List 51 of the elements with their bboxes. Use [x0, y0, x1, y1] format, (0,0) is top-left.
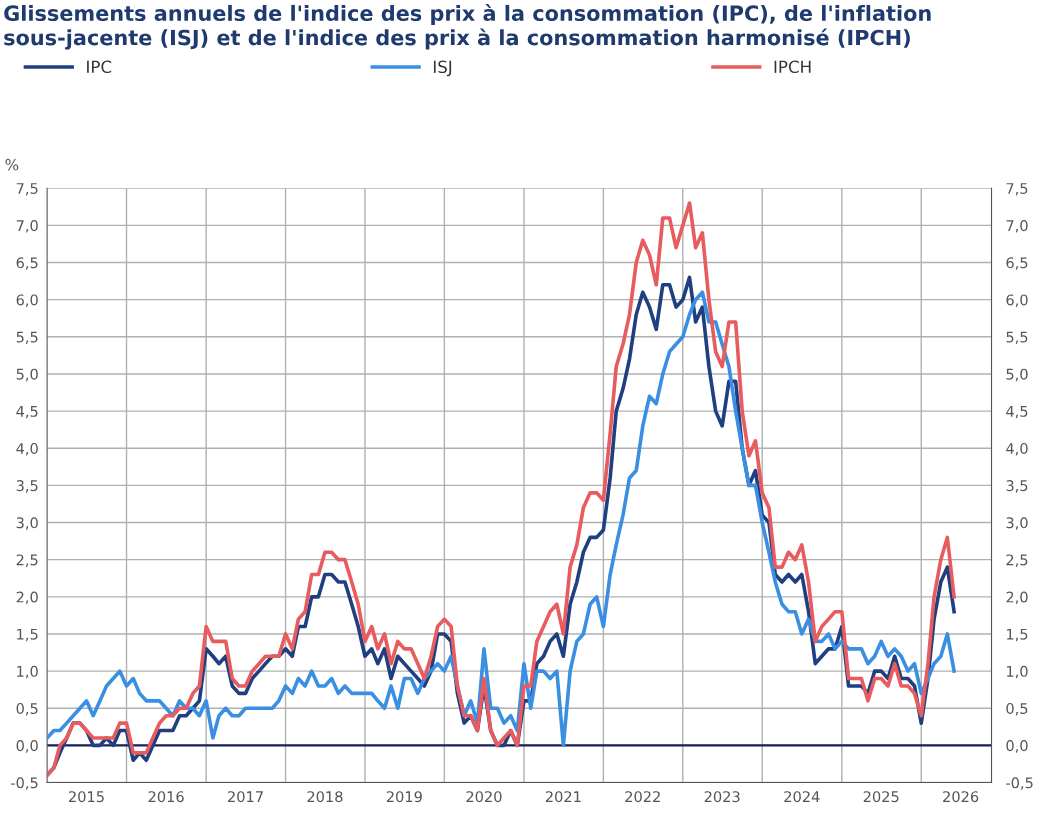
- x-tick-label: 2020: [466, 791, 502, 803]
- y-tick-label: 7,5: [16, 183, 38, 196]
- x-tick-label: 2015: [69, 791, 104, 803]
- y2-tick-label: 6,5: [1006, 257, 1028, 270]
- x-tick-label: 2023: [704, 791, 740, 803]
- x-tick-label: 2018: [307, 791, 343, 803]
- y2-tick-label: 4,5: [1006, 406, 1028, 419]
- y-tick-label: -0,5: [11, 777, 38, 790]
- y2-tick-label: 3,0: [1006, 517, 1028, 530]
- y2-tick-label: 0,0: [1006, 740, 1028, 753]
- y2-tick-label: 2,0: [1006, 591, 1028, 605]
- y-tick-label: 6,0: [16, 294, 38, 307]
- y-tick-label: 1,0: [17, 665, 38, 679]
- y-tick-label: 4,0: [16, 442, 38, 456]
- y2-tick-label: 0,5: [1006, 702, 1028, 716]
- y-tick-label: 0,5: [16, 702, 38, 716]
- x-tick-label: 2021: [545, 791, 581, 803]
- y2-tick-label: 1,0: [1007, 665, 1028, 679]
- y2-tick-label: 4,0: [1006, 442, 1028, 456]
- y-tick-label: 2,0: [16, 591, 38, 605]
- y-tick-label: 2,5: [16, 554, 38, 567]
- y2-tick-label: 2,5: [1006, 554, 1028, 567]
- y2-tick-label: 7,5: [1006, 183, 1028, 196]
- legend-label: IPC: [87, 60, 112, 74]
- y2-tick-label: 7,0: [1006, 220, 1028, 233]
- y2-tick-label: 6,0: [1006, 294, 1028, 307]
- y2-tick-label: 1,5: [1007, 628, 1028, 642]
- y-tick-label: 6,5: [16, 257, 38, 270]
- y-tick-label: 3,5: [16, 480, 38, 493]
- y2-tick-label: 5,0: [1006, 368, 1028, 382]
- y-tick-label: 7,0: [16, 220, 38, 233]
- x-tick-label: 2026: [943, 791, 979, 803]
- legend-label: ISJ: [433, 60, 452, 77]
- x-tick-label: 2025: [863, 791, 899, 803]
- y2-tick-label: 3,5: [1006, 480, 1028, 493]
- y2-tick-label: -0,5: [1006, 777, 1033, 790]
- x-tick-label: 2017: [228, 791, 263, 803]
- x-tick-label: 2019: [386, 791, 422, 803]
- y-tick-label: 1,5: [17, 628, 38, 642]
- x-tick-label: 2022: [625, 791, 660, 803]
- y-tick-label: 5,0: [16, 368, 38, 382]
- x-tick-label: 2024: [784, 791, 820, 803]
- legend-label: IPCH: [774, 60, 811, 74]
- y2-tick-label: 5,5: [1006, 331, 1028, 345]
- y-tick-label: 3,0: [16, 517, 38, 530]
- y-tick-label: 5,5: [16, 331, 38, 345]
- y-axis-title: %: [5, 158, 19, 171]
- y-tick-label: 4,5: [16, 406, 38, 419]
- y-tick-label: 0,0: [16, 740, 38, 753]
- x-tick-label: 2016: [148, 791, 184, 803]
- chart-title: Glissements annuels de l'indice des prix à la consommation (IPC), de l'inflation sous-jacente (ISJ) et de l'indice des prix à la consommation harmonisé (IPCH): [4, 4, 931, 50]
